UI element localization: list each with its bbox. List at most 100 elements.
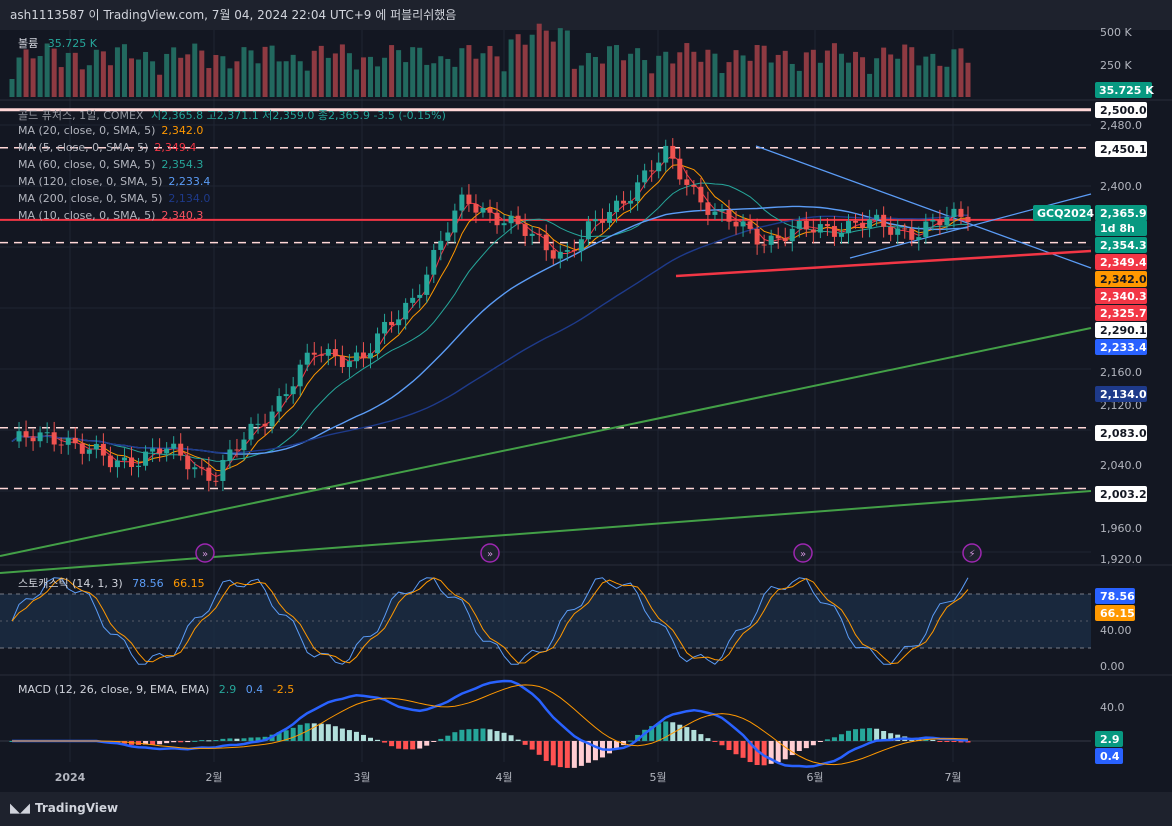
- candle-body: [86, 449, 92, 454]
- ohlc-values: 시2,365.8 고2,371.1 저2,359.0 종2,365.9 -3.5…: [151, 109, 446, 122]
- macd-hist-bar: [747, 741, 753, 763]
- volume-bar: [375, 66, 381, 97]
- price-badge-text: 2,340.3: [1100, 290, 1147, 303]
- price-badge: 2,003.2: [1095, 486, 1147, 502]
- macd-hist-bar: [874, 728, 880, 741]
- candle-body: [389, 321, 395, 326]
- macd-hist-bar: [171, 741, 177, 743]
- candle-body: [431, 249, 437, 275]
- macd-hist-bar: [318, 723, 324, 741]
- candle-body: [164, 448, 170, 454]
- price-tick: 1,960.0: [1100, 522, 1142, 535]
- candle-body: [192, 467, 198, 470]
- volume-bar: [944, 66, 950, 97]
- ma-label: MA (120, close, 0, SMA, 5): [18, 175, 163, 188]
- volume-bar: [930, 53, 936, 97]
- macd-value: 2.9: [218, 683, 237, 696]
- candle-body: [867, 219, 873, 228]
- macd-hist-bar: [185, 741, 191, 743]
- macd-pane: [0, 679, 1091, 768]
- macd-hist-bar: [375, 739, 381, 741]
- volume-bar: [712, 53, 718, 97]
- volume-bar: [810, 49, 816, 97]
- candle-body: [227, 449, 233, 460]
- candle-body: [480, 207, 486, 213]
- volume-bar: [382, 57, 388, 97]
- volume-bar: [768, 62, 774, 97]
- earnings-icon: »: [480, 543, 500, 563]
- candle-body: [747, 221, 753, 229]
- ma-label: MA (5, close, 0, SMA, 5): [18, 141, 149, 154]
- price-badge-text: 2,450.1: [1100, 143, 1147, 156]
- macd-hist-bar: [824, 739, 830, 741]
- macd-hist-bar: [459, 729, 465, 741]
- candle-body: [677, 158, 683, 180]
- macd-hist-bar: [719, 741, 725, 746]
- tradingview-logo[interactable]: ◣◢ TradingView: [10, 798, 118, 818]
- volume-title: 볼륨: [18, 37, 39, 50]
- candle-body: [691, 184, 697, 187]
- volume-bar: [740, 55, 746, 97]
- price-badge-text: 2,349.4: [1100, 256, 1147, 269]
- volume-bar: [599, 63, 605, 97]
- volume-bar: [789, 63, 795, 97]
- volume-bar: [325, 57, 331, 97]
- candles: [16, 138, 971, 492]
- candle-body: [375, 333, 381, 354]
- candle-body: [782, 238, 788, 242]
- macd-hist-bar: [881, 730, 887, 741]
- price-badge-text: 2,003.2: [1100, 488, 1147, 501]
- macd-hist-bar: [860, 728, 866, 741]
- price-tick: 2,160.0: [1100, 366, 1142, 379]
- volume-bar: [262, 46, 268, 97]
- candle-body: [930, 219, 936, 222]
- candle-body: [44, 432, 50, 434]
- volume-bar: [571, 68, 577, 97]
- volume-bar: [621, 60, 627, 97]
- macd-hist-bar: [382, 741, 388, 743]
- ma-legend-row: MA (200, close, 0, SMA, 5) 2,134.0: [18, 192, 210, 205]
- macd-hist-bar: [958, 741, 964, 743]
- candle-body: [733, 221, 739, 227]
- macd-hist-bar: [199, 740, 205, 742]
- volume-bar: [888, 54, 894, 97]
- long-trend-upper: [0, 327, 1092, 557]
- volume-bar: [881, 47, 887, 97]
- candle-body: [114, 460, 120, 468]
- volume-bar: [445, 58, 451, 97]
- macd-hist-bar: [529, 741, 535, 750]
- macd-hist-bar: [150, 741, 156, 745]
- macd-hist-bar: [578, 741, 584, 766]
- candle-body: [824, 224, 830, 226]
- stoch-badge-text: 66.15: [1100, 607, 1135, 620]
- price-tick: 2,480.0: [1100, 119, 1142, 132]
- candle-body: [670, 145, 676, 159]
- volume-bar: [529, 34, 535, 97]
- volume-bar: [937, 65, 943, 97]
- price-legend: 골드 퓨처스, 1일, COMEX 시2,365.8 고2,371.1 저2,3…: [18, 107, 446, 123]
- volume-bar: [592, 56, 598, 97]
- volume-bar: [93, 49, 99, 97]
- macd-hist-bar: [754, 741, 760, 765]
- volume-bar: [269, 45, 275, 97]
- candle-body: [515, 215, 521, 225]
- stoch-title: 스토캐스틱 (14, 1, 3): [18, 577, 123, 590]
- candle-body: [37, 432, 43, 442]
- symbol-title: 골드 퓨처스, 1일, COMEX: [18, 109, 144, 122]
- volume-bar: [438, 56, 444, 97]
- candle-body: [937, 219, 943, 226]
- macd-hist-bar: [332, 726, 338, 741]
- earnings-icon: »: [195, 543, 215, 563]
- candle-body: [614, 200, 620, 213]
- candle-body: [592, 219, 598, 222]
- candle-body: [220, 459, 226, 481]
- candle-body: [297, 364, 303, 387]
- candle-body: [874, 214, 880, 220]
- candle-body: [466, 194, 472, 204]
- volume-bar: [234, 61, 240, 97]
- stoch-tick: 40.00: [1100, 624, 1132, 637]
- macd-hist-bar: [480, 728, 486, 741]
- volume-bar: [494, 56, 500, 97]
- candle-body: [143, 451, 149, 466]
